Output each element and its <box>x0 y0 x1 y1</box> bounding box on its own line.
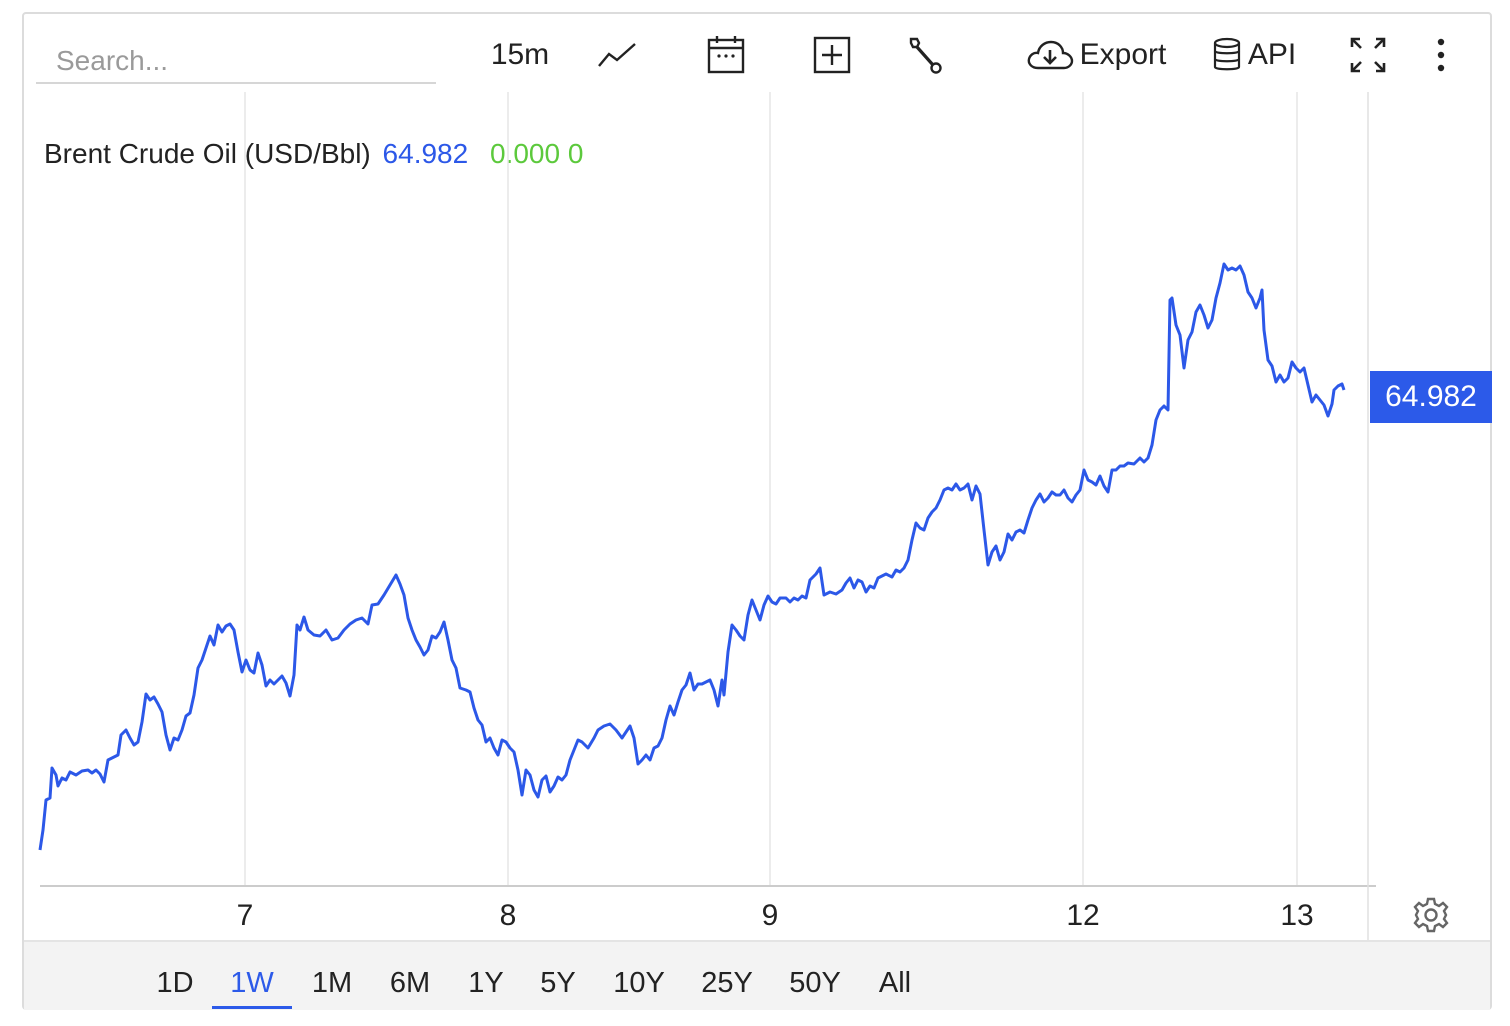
range-button-1m[interactable]: 1M <box>311 967 353 999</box>
range-button-1d[interactable]: 1D <box>156 967 194 999</box>
x-tick-label: 8 <box>500 899 517 932</box>
range-button-1w[interactable]: 1W <box>212 966 292 1009</box>
range-button-50y[interactable]: 50Y <box>789 967 841 999</box>
api-button[interactable]: API <box>1210 28 1298 82</box>
range-button-all[interactable]: All <box>878 967 912 999</box>
chart-type-icon[interactable] <box>596 28 638 82</box>
x-tick-label: 12 <box>1066 899 1099 932</box>
add-indicator-icon[interactable] <box>812 28 852 82</box>
api-label: API <box>1247 38 1297 71</box>
range-button-25y[interactable]: 25Y <box>701 967 753 999</box>
last-price-tag: 64.982 <box>1370 371 1492 423</box>
search-input[interactable] <box>36 40 436 84</box>
interval-selector[interactable]: 15m <box>490 38 550 71</box>
range-button-5y[interactable]: 5Y <box>540 967 576 999</box>
range-button-10y[interactable]: 10Y <box>613 967 665 999</box>
series-line-brent <box>38 262 1346 851</box>
gear-icon[interactable] <box>1412 896 1450 934</box>
x-tick-label: 7 <box>237 899 254 932</box>
cloud-download-icon <box>1027 40 1073 70</box>
fullscreen-icon[interactable] <box>1348 28 1388 82</box>
calendar-icon[interactable] <box>706 28 746 82</box>
wrench-icon[interactable] <box>904 28 944 82</box>
database-icon <box>1213 37 1240 71</box>
x-tick-label: 13 <box>1280 899 1313 932</box>
range-selector-bar <box>24 940 1490 1010</box>
chart-header: Brent Crude Oil (USD/Bbl) 64.982 0.000 0 <box>44 138 583 170</box>
price-change: 0.000 0 <box>489 138 584 169</box>
chart-widget <box>22 12 1492 1010</box>
range-button-1y[interactable]: 1Y <box>468 967 504 999</box>
x-tick-label: 9 <box>762 899 779 932</box>
export-button[interactable]: Export <box>1024 28 1168 82</box>
more-icon[interactable] <box>1428 28 1454 82</box>
current-price: 64.982 <box>382 138 469 169</box>
export-label: Export <box>1079 38 1167 71</box>
instrument-name: Brent Crude Oil (USD/Bbl) <box>44 138 371 169</box>
range-button-6m[interactable]: 6M <box>389 967 431 999</box>
